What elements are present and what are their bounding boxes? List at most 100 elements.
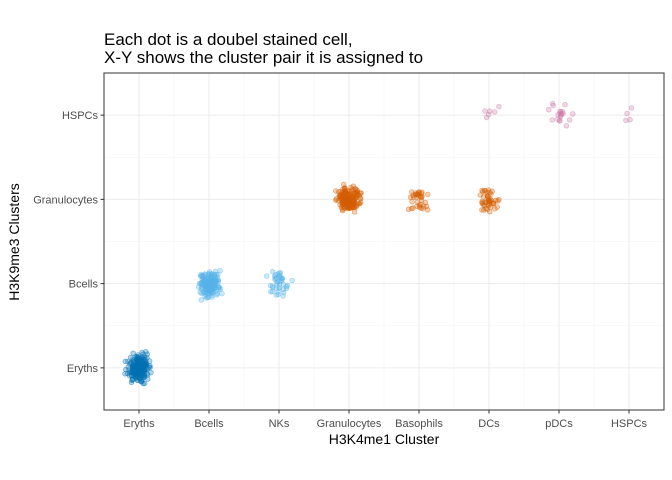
data-point <box>339 202 345 208</box>
data-point <box>407 194 414 201</box>
data-point <box>219 290 225 297</box>
data-point <box>492 206 498 212</box>
data-point <box>566 117 573 123</box>
x-axis-ticks: Eryths Bcells NKs Granulocytes Basophils DCs p… <box>123 410 648 430</box>
data-point <box>214 274 220 280</box>
data-point <box>349 204 356 211</box>
data-point <box>270 284 276 291</box>
data-point <box>142 380 148 387</box>
data-point <box>627 116 633 123</box>
data-point <box>209 277 216 284</box>
data-point <box>141 374 148 380</box>
data-point <box>133 356 140 362</box>
data-point <box>284 282 291 288</box>
x-tick-label: DCs <box>478 418 500 430</box>
data-point <box>419 193 425 200</box>
data-point <box>141 366 148 372</box>
data-point <box>333 188 339 194</box>
data-point <box>486 203 492 209</box>
y-tick-label: Bcells <box>69 279 99 291</box>
data-point <box>562 101 568 108</box>
data-point <box>130 377 136 383</box>
x-tick-label: Basophils <box>395 418 443 430</box>
data-point <box>207 282 214 288</box>
grid-lines <box>104 73 664 410</box>
chart-title-line-1: Each dot is a doubel stained cell, <box>104 30 353 49</box>
data-point <box>485 198 492 204</box>
x-axis-title: H3K4me1 Cluster <box>329 431 440 447</box>
data-point <box>346 197 352 203</box>
data-point <box>214 280 220 286</box>
x-tick-label: NKs <box>269 418 290 430</box>
data-point <box>496 103 502 110</box>
y-tick-label: Granulocytes <box>33 194 98 206</box>
data-point <box>348 188 355 195</box>
data-point <box>550 102 556 109</box>
data-point <box>201 276 207 283</box>
data-point <box>289 277 295 284</box>
data-point <box>127 354 134 361</box>
data-point <box>418 202 424 208</box>
y-axis-ticks: Eryths Bcells Granulocytes HSPCs <box>33 110 104 375</box>
data-point <box>139 378 145 384</box>
x-tick-label: Eryths <box>123 418 155 430</box>
data-point <box>546 106 552 113</box>
data-point <box>134 364 140 371</box>
data-point <box>273 285 279 291</box>
data-point <box>123 366 129 373</box>
data-point <box>481 207 487 213</box>
data-point <box>555 116 561 122</box>
data-point <box>482 108 488 114</box>
data-point <box>354 189 360 195</box>
data-point <box>214 291 221 297</box>
data-point <box>563 123 570 129</box>
data-point <box>344 202 351 209</box>
data-point <box>130 370 136 376</box>
data-point <box>144 355 150 361</box>
plot-panel-border <box>103 72 665 411</box>
data-point <box>418 197 425 204</box>
data-point <box>217 268 223 274</box>
data-point <box>279 277 285 283</box>
data-point <box>135 372 141 379</box>
data-point <box>213 283 219 289</box>
data-point <box>136 369 142 375</box>
data-point <box>264 273 270 279</box>
data-point <box>358 195 364 202</box>
data-point <box>199 285 206 291</box>
data-point <box>122 358 129 364</box>
data-point <box>268 289 274 295</box>
data-points <box>122 100 635 387</box>
data-point <box>487 108 493 114</box>
data-point <box>269 289 276 295</box>
x-tick-label: Bcells <box>194 418 224 430</box>
data-point <box>549 117 555 123</box>
data-point <box>139 349 145 356</box>
data-point <box>405 206 412 213</box>
data-point <box>339 208 346 214</box>
data-point <box>280 293 286 299</box>
data-point <box>349 193 355 199</box>
y-axis-title: H3K9me3 Clusters <box>6 183 22 301</box>
data-point <box>493 197 499 204</box>
data-point <box>479 207 485 213</box>
data-point <box>351 209 358 215</box>
data-point <box>275 291 281 298</box>
data-point <box>425 191 431 198</box>
data-point <box>215 285 222 291</box>
data-point <box>409 199 415 205</box>
data-point <box>492 109 498 115</box>
data-point <box>484 193 490 199</box>
data-point <box>569 111 576 117</box>
data-point <box>341 192 348 199</box>
data-point <box>414 191 421 198</box>
data-point <box>138 357 145 363</box>
x-tick-label: pDCs <box>545 418 573 430</box>
data-point <box>212 268 219 274</box>
data-point <box>141 362 148 368</box>
data-point <box>420 203 427 209</box>
data-point <box>147 364 153 371</box>
data-point <box>197 289 203 295</box>
data-point <box>148 369 154 376</box>
data-point <box>410 205 416 211</box>
